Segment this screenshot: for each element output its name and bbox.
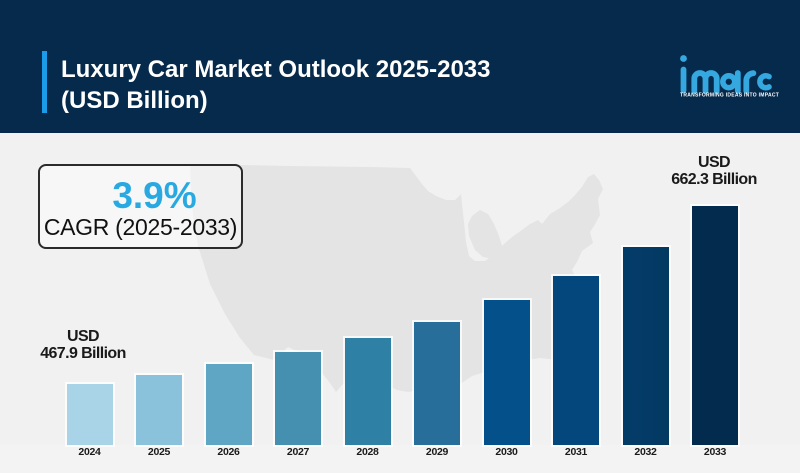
- svg-text:TRANSFORMING IDEAS INTO IMPACT: TRANSFORMING IDEAS INTO IMPACT: [680, 93, 779, 99]
